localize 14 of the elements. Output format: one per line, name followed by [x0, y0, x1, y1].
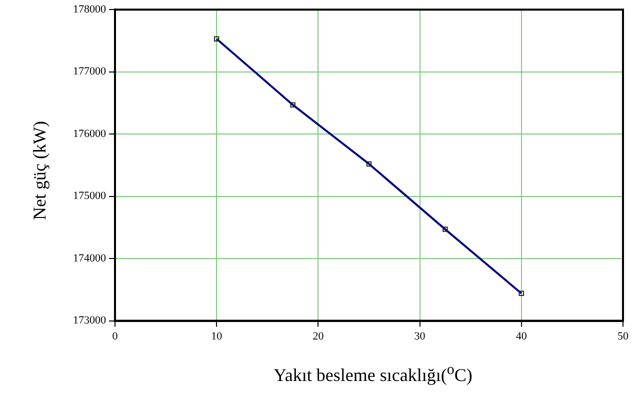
x-tick-label: 0 — [112, 330, 118, 342]
y-tick-label: 177000 — [73, 66, 106, 78]
y-tick-label: 178000 — [73, 3, 106, 16]
x-tick-label: 20 — [312, 330, 324, 342]
y-axis-title: Net güç (kW) — [30, 120, 50, 222]
x-tick-label: 40 — [516, 330, 528, 342]
x-axis-title: Yakıt besleme sıcaklığı($^{o}$C) — [272, 362, 474, 386]
y-tick-label: 174000 — [73, 252, 106, 264]
x-tick-label: 10 — [211, 330, 223, 342]
y-tick-label: 175000 — [73, 190, 106, 202]
x-tick-label: 30 — [414, 330, 426, 342]
x-tick-label: 50 — [618, 330, 629, 342]
y-tick-label: 173000 — [73, 314, 106, 327]
y-tick-label: 176000 — [73, 128, 106, 140]
